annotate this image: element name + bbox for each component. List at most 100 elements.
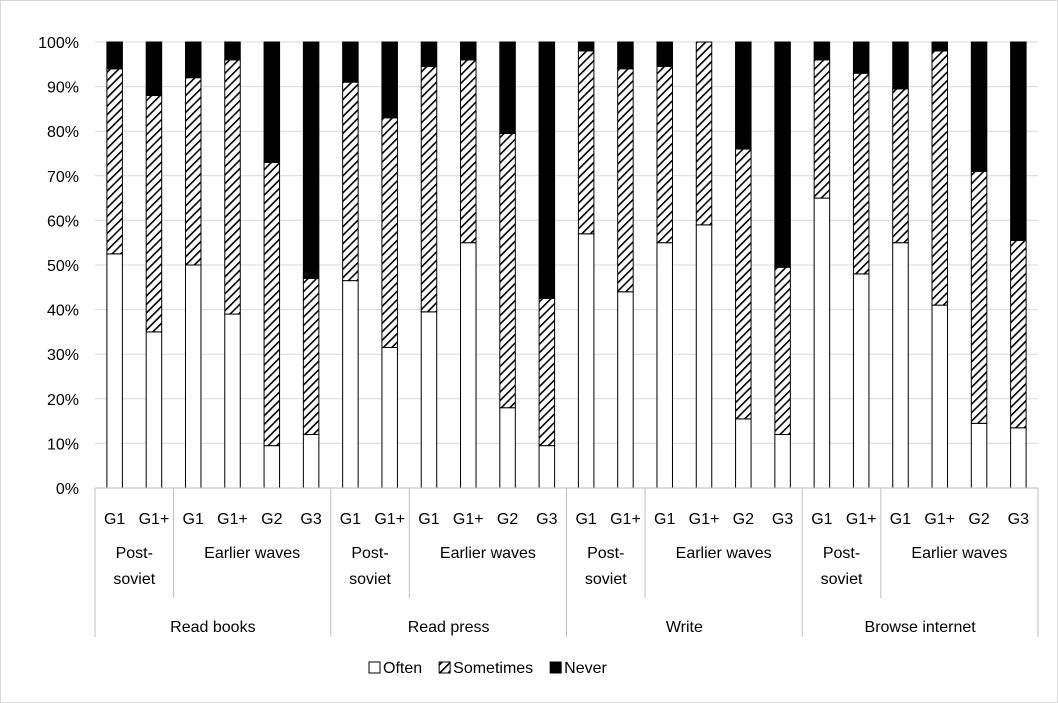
bar-segment-sometimes [735, 148, 752, 420]
bar-label: G2 [497, 511, 518, 528]
bar-segment-sometimes [460, 59, 477, 244]
bar-segment-often [420, 311, 438, 489]
bar-segment-often [224, 313, 241, 489]
y-tick-label: 0% [56, 481, 79, 498]
bar-label: G1+ [374, 511, 405, 528]
bar-segment-sometimes [970, 170, 988, 424]
bar-segment-often [892, 242, 909, 489]
bar-segment-never [774, 41, 791, 268]
bar-segment-sometimes [1010, 239, 1027, 429]
bar-segment-sometimes [538, 297, 556, 447]
bar-segment-often [970, 422, 988, 489]
bar-segment-sometimes [656, 66, 673, 244]
bar-label: G1+ [217, 511, 248, 528]
bar-label: G2 [968, 511, 989, 528]
bar-label: G1+ [924, 511, 955, 528]
bar-segment-never [931, 41, 949, 52]
bar-segment-often [656, 242, 673, 489]
bar-label: G3 [300, 511, 321, 528]
bar-segment-never [460, 41, 477, 61]
bar-segment-often [813, 197, 831, 489]
subgroup-label: Earlier waves [440, 545, 536, 562]
bar-label: G3 [536, 511, 557, 528]
bar-segment-sometimes [499, 132, 516, 409]
subgroup-label: Post- [823, 545, 860, 562]
subgroup-label: soviet [821, 571, 863, 588]
bar-label: G3 [772, 511, 793, 528]
bar-segment-sometimes [224, 59, 241, 315]
bar-segment-often [263, 445, 281, 489]
bar-segment-often [735, 418, 752, 489]
bar-segment-often [538, 445, 556, 489]
bar-label: G1 [418, 511, 439, 528]
bar-label: G2 [261, 511, 282, 528]
subgroup-label: Earlier waves [676, 545, 772, 562]
y-tick-label: 10% [47, 436, 79, 453]
bar-segment-often [1010, 427, 1027, 489]
bar-segment-often [499, 407, 516, 489]
bar-segment-sometimes [577, 50, 595, 235]
bar-label: G1+ [453, 511, 484, 528]
bar-segment-often [852, 273, 870, 489]
bar-segment-never [1010, 41, 1027, 241]
y-tick-label: 20% [47, 392, 79, 409]
bar-label: G3 [1008, 511, 1029, 528]
bar-segment-sometimes [420, 66, 438, 313]
bar-segment-never [577, 41, 595, 52]
bar-segment-never [852, 41, 870, 74]
bar-segment-often [774, 433, 791, 489]
bar-segment-often [460, 242, 477, 489]
subgroup-label: soviet [113, 571, 155, 588]
bar-label: G1 [340, 511, 361, 528]
bar-segment-often [381, 347, 398, 489]
bar-segment-sometimes [184, 77, 202, 266]
subgroup-label: Post- [351, 545, 388, 562]
bar-segment-often [577, 233, 595, 489]
bar-segment-sometimes [695, 41, 713, 226]
y-tick-label: 100% [38, 35, 79, 52]
group-label: Read press [408, 619, 490, 636]
bar-segment-never [735, 41, 752, 150]
bar-label: G1 [890, 511, 911, 528]
bar-segment-never [656, 41, 673, 68]
bar-segment-often [617, 291, 634, 489]
bar-label: G1+ [610, 511, 641, 528]
bar-segment-sometimes [381, 117, 398, 349]
bar-segment-often [145, 331, 163, 489]
bar-segment-often [106, 253, 123, 489]
bar-segment-sometimes [892, 88, 909, 244]
bar-segment-sometimes [302, 277, 320, 435]
axes [94, 487, 1039, 637]
legend-swatch-sometimes [438, 661, 451, 674]
bar-segment-never [970, 41, 988, 172]
bar-segment-never [302, 41, 320, 279]
group-label: Read books [170, 619, 255, 636]
bar-segment-often [342, 280, 359, 489]
bar-label: G1+ [689, 511, 720, 528]
bar-segment-sometimes [342, 81, 359, 282]
y-tick-label: 80% [47, 124, 79, 141]
y-tick-label: 50% [47, 258, 79, 275]
bar-label: G1 [575, 511, 596, 528]
bar-segment-never [184, 41, 202, 79]
legend: Often Sometimes Never [368, 660, 608, 677]
bar-segment-sometimes [774, 266, 791, 435]
bar-segment-often [184, 264, 202, 489]
bar-label: G1+ [846, 511, 877, 528]
group-label: Write [666, 619, 703, 636]
bar-segment-never [381, 41, 398, 119]
bar-segment-never [263, 41, 281, 163]
legend-swatch-never [549, 661, 562, 674]
subgroup-label: Post- [587, 545, 624, 562]
bar-segment-sometimes [813, 59, 831, 199]
bar-label: G1 [811, 511, 832, 528]
bar-segment-never [342, 41, 359, 83]
subgroup-label: Post- [116, 545, 153, 562]
bar-segment-often [695, 224, 713, 489]
y-tick-label: 60% [47, 213, 79, 230]
y-tick-label: 90% [47, 80, 79, 97]
bars [106, 41, 1027, 489]
bar-segment-sometimes [617, 68, 634, 293]
y-tick-label: 40% [47, 303, 79, 320]
